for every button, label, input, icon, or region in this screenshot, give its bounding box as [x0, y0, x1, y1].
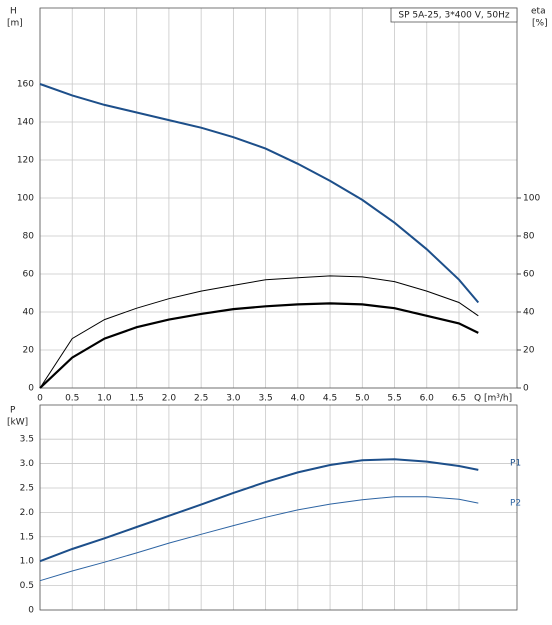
- x-tick-label: 2.0: [162, 394, 177, 404]
- y-tick-label: 0.5: [20, 581, 34, 591]
- y2-axis-label: eta: [531, 7, 546, 17]
- x-tick-label: 6.0: [420, 394, 435, 404]
- chart-title: SP 5A-25, 3*400 V, 50Hz: [398, 11, 509, 21]
- x-tick-label: 4.5: [323, 394, 337, 404]
- y-tick-label: 20: [23, 346, 35, 356]
- y2-tick-label: 60: [523, 270, 535, 280]
- title-box: [390, 7, 518, 23]
- x-tick-label: 3.5: [258, 394, 272, 404]
- y-tick-label: 0: [28, 606, 34, 616]
- series-label: P2: [510, 499, 521, 509]
- x-tick-label: 0: [37, 394, 43, 404]
- y2-tick-label: 100: [523, 194, 540, 204]
- y-axis-unit: [kW]: [7, 418, 28, 428]
- y2-tick-label: 40: [523, 308, 535, 318]
- y2-tick-label: 80: [523, 232, 535, 242]
- y-tick-label: 0: [28, 384, 34, 394]
- x-tick-label: 5.0: [355, 394, 370, 404]
- curve: [39, 83, 480, 304]
- y-axis-unit: [m]: [7, 19, 23, 29]
- x-tick-label: 1.5: [130, 394, 144, 404]
- curve: [39, 496, 479, 582]
- y-tick-label: 3.0: [20, 459, 35, 469]
- y-tick-label: 100: [17, 194, 34, 204]
- series-label: P1: [510, 458, 521, 468]
- plot-frame: [39, 404, 518, 611]
- y-tick-label: 2.0: [20, 508, 35, 518]
- y-axis-label: H: [10, 7, 17, 17]
- y-axis-label: P: [10, 406, 16, 416]
- x-tick-label: 2.5: [194, 394, 208, 404]
- curve: [39, 458, 479, 563]
- y-tick-label: 40: [23, 308, 35, 318]
- curve: [39, 275, 479, 389]
- x-tick-label: 6.5: [452, 394, 466, 404]
- y-tick-label: 140: [17, 118, 34, 128]
- x-tick-label: 0.5: [65, 394, 79, 404]
- y-tick-label: 60: [23, 270, 35, 280]
- y2-tick-label: 0: [523, 384, 529, 394]
- y2-axis-unit: [%]: [532, 19, 548, 29]
- x-axis-label: Q [m³/h]: [474, 394, 512, 404]
- y-tick-label: 160: [17, 80, 34, 90]
- y-tick-label: 1.5: [20, 532, 34, 542]
- y-tick-label: 120: [17, 156, 34, 166]
- y-tick-label: 1.0: [20, 557, 35, 567]
- y-tick-label: 3.5: [20, 435, 34, 445]
- x-tick-label: 3.0: [226, 394, 241, 404]
- x-tick-label: 5.5: [387, 394, 401, 404]
- plot-frame: [39, 7, 518, 389]
- x-tick-label: 4.0: [291, 394, 306, 404]
- curve: [39, 302, 479, 389]
- x-tick-label: 1.0: [97, 394, 112, 404]
- y-tick-label: 80: [23, 232, 35, 242]
- y-tick-label: 2.5: [20, 483, 34, 493]
- y2-tick-label: 20: [523, 346, 535, 356]
